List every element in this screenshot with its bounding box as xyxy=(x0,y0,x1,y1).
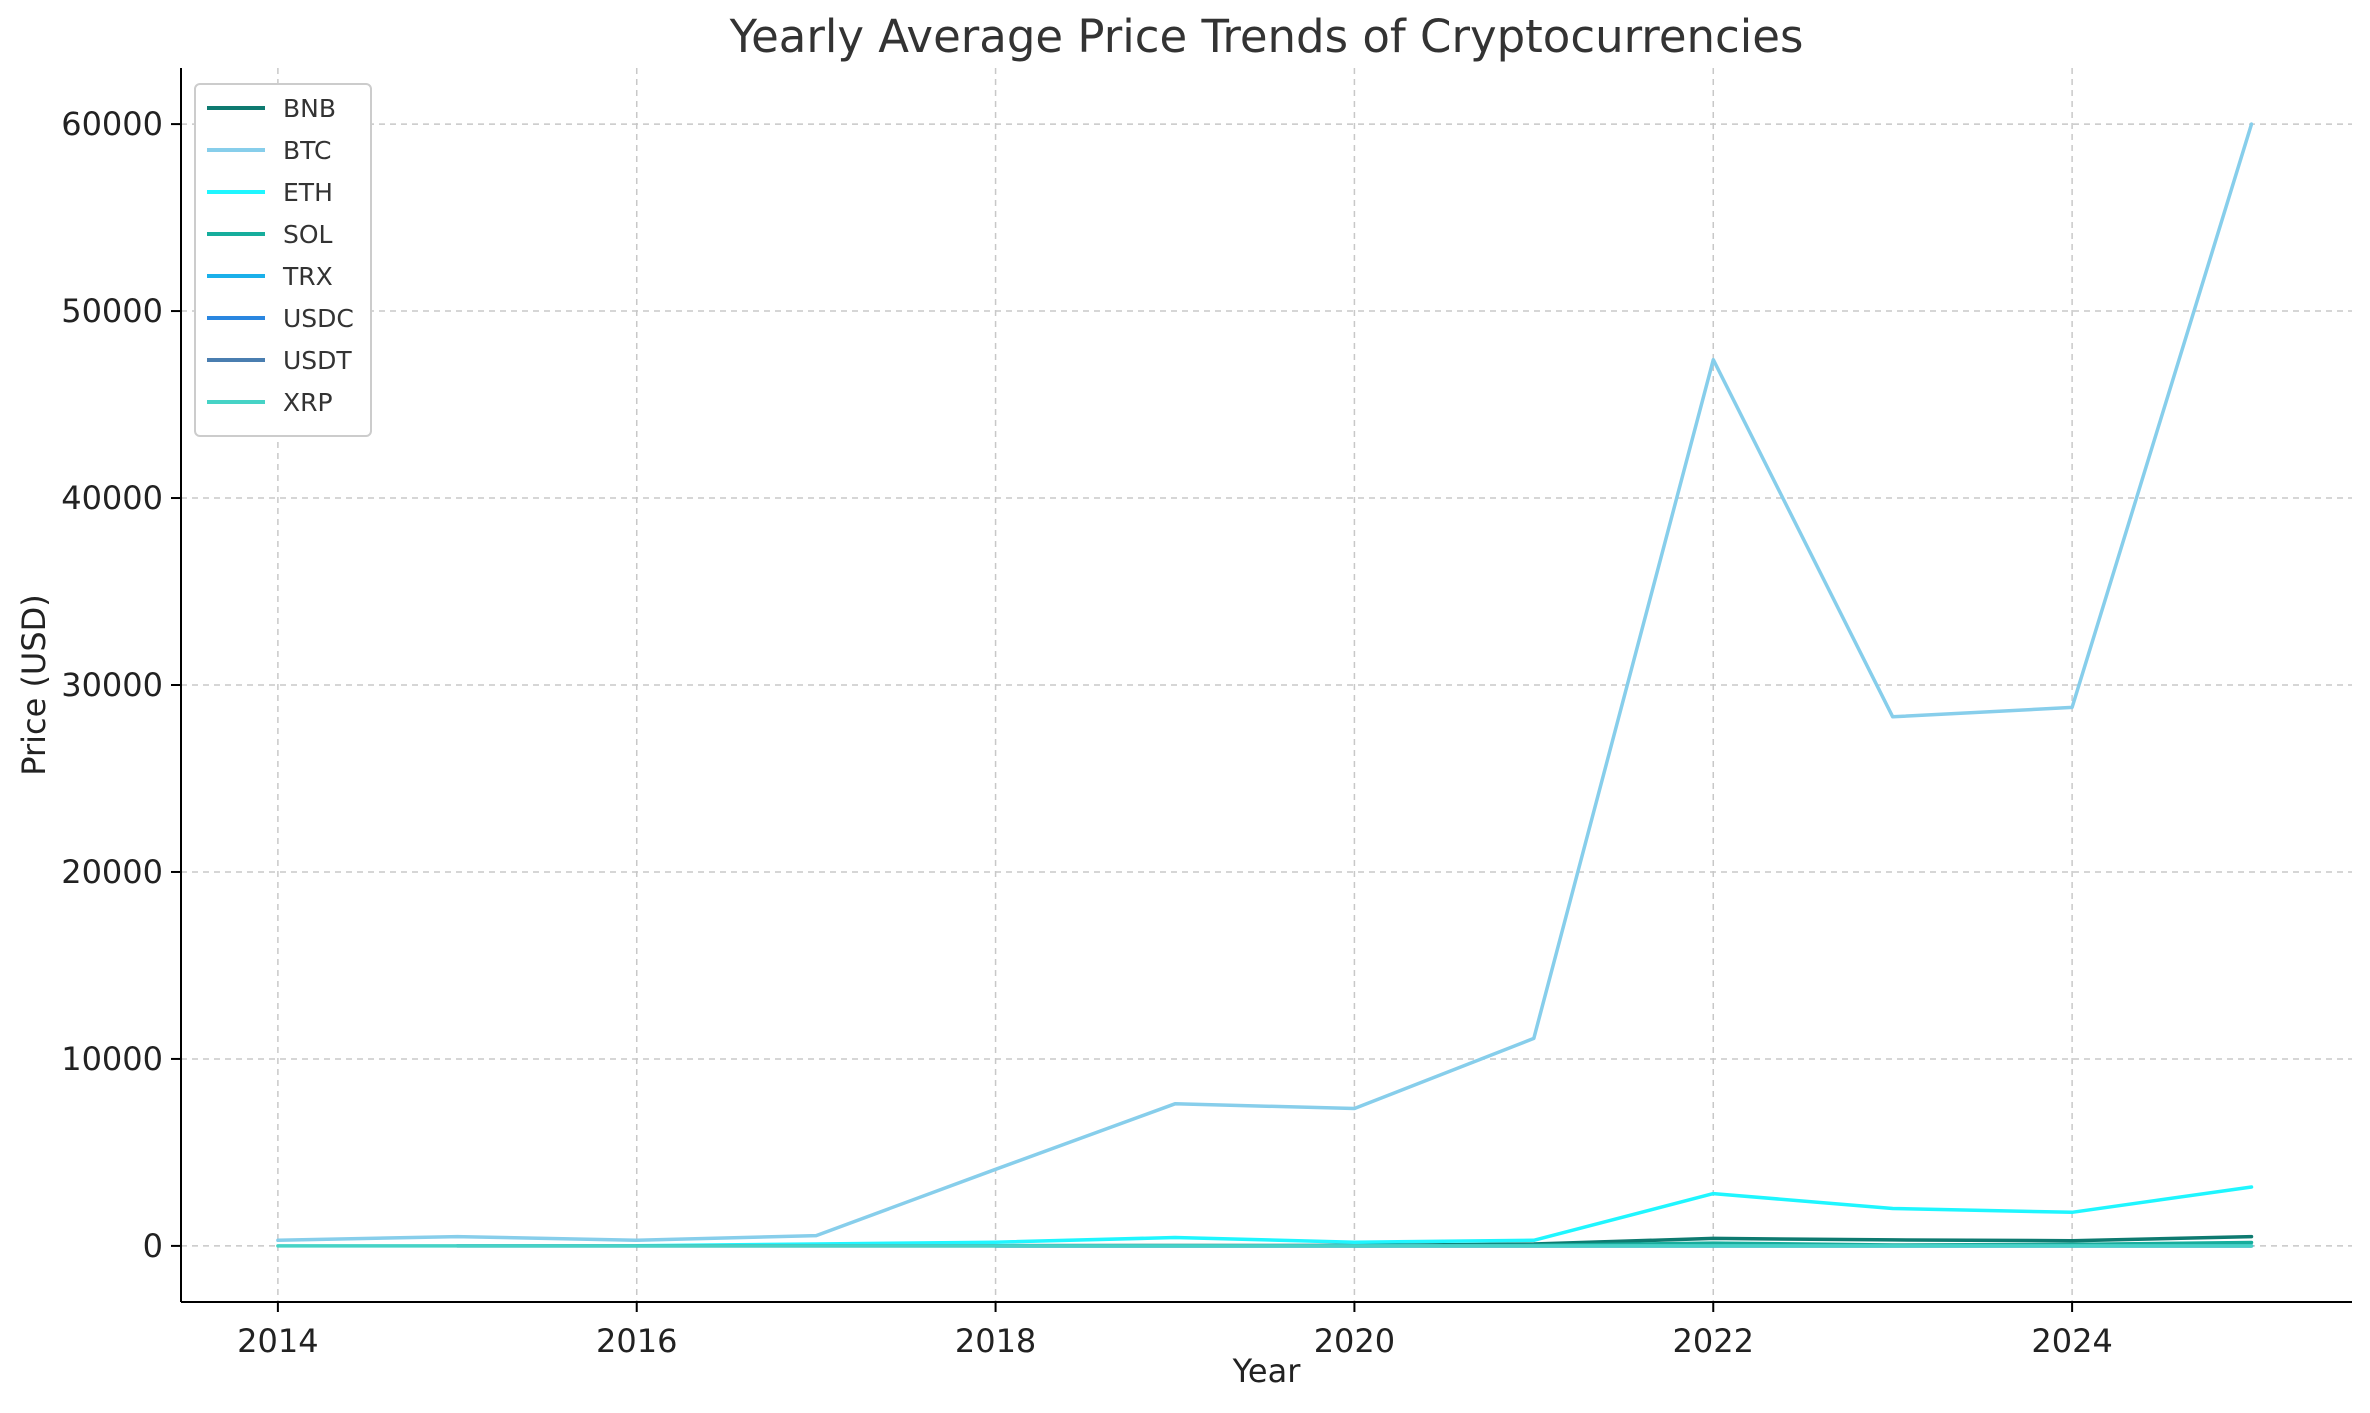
y-axis-label: Price (USD) xyxy=(15,594,53,776)
series-line-eth xyxy=(634,1185,2254,1248)
y-tick-label: 50000 xyxy=(61,292,163,330)
x-tick-label: 2024 xyxy=(2031,1322,2112,1360)
axes xyxy=(180,68,2352,1303)
x-tick-label: 2018 xyxy=(955,1322,1036,1360)
grid xyxy=(181,68,2352,1302)
legend-label-xrp: XRP xyxy=(283,388,333,417)
chart-title: Yearly Average Price Trends of Cryptocur… xyxy=(729,10,1804,63)
y-tick-label: 20000 xyxy=(61,853,163,891)
y-tick-label: 10000 xyxy=(61,1040,163,1078)
legend-label-usdc: USDC xyxy=(283,304,354,333)
x-tick-label: 2020 xyxy=(1314,1322,1395,1360)
legend-label-sol: SOL xyxy=(283,220,333,249)
legend-label-usdt: USDT xyxy=(283,346,352,375)
y-tick-label: 30000 xyxy=(61,666,163,704)
x-tick-label: 2014 xyxy=(237,1322,318,1360)
y-tick-label: 40000 xyxy=(61,479,163,517)
x-tick-label: 2016 xyxy=(596,1322,677,1360)
y-tick-label: 0 xyxy=(143,1227,163,1265)
legend-label-eth: ETH xyxy=(283,178,333,207)
legend-label-trx: TRX xyxy=(282,262,333,291)
legend: BNB BTC ETH SOL TRX USDC USDT XRP xyxy=(194,83,372,437)
legend-box xyxy=(194,83,372,437)
series-line-btc xyxy=(276,122,2254,1243)
legend-label-btc: BTC xyxy=(283,136,331,165)
legend-label-bnb: BNB xyxy=(283,94,336,123)
x-axis-label: Year xyxy=(1232,1352,1302,1390)
y-tick-label: 60000 xyxy=(61,105,163,143)
x-tick-label: 2022 xyxy=(1673,1322,1754,1360)
legend-items: BNB BTC ETH SOL TRX USDC USDT XRP xyxy=(207,94,354,417)
ticks: 2014 2016 2018 2020 2022 2024 0 10000 20000 30000… xyxy=(61,105,2113,1360)
series-lines xyxy=(276,122,2254,1248)
